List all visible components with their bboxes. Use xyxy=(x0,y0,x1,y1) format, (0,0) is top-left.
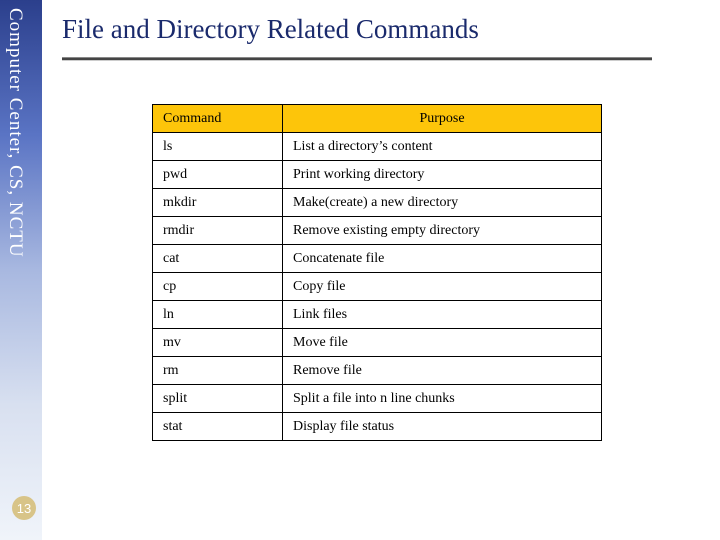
table-row: mkdirMake(create) a new directory xyxy=(153,189,602,217)
cmd-cell: rm xyxy=(153,357,283,385)
table-header-row: Command Purpose xyxy=(153,105,602,133)
purpose-cell: List a directory’s content xyxy=(283,133,602,161)
table-row: rmdirRemove existing empty directory xyxy=(153,217,602,245)
purpose-cell: Make(create) a new directory xyxy=(283,189,602,217)
slide-content: File and Directory Related Commands Comm… xyxy=(62,14,700,441)
cmd-cell: mkdir xyxy=(153,189,283,217)
table-row: rmRemove file xyxy=(153,357,602,385)
table-row: pwdPrint working directory xyxy=(153,161,602,189)
cmd-cell: ls xyxy=(153,133,283,161)
table-row: cpCopy file xyxy=(153,273,602,301)
cmd-cell: ln xyxy=(153,301,283,329)
commands-table-wrap: Command Purpose lsList a directory’s con… xyxy=(152,104,700,441)
sidebar-label: Computer Center, CS, NCTU xyxy=(4,8,26,258)
cmd-cell: rmdir xyxy=(153,217,283,245)
table-body: lsList a directory’s content pwdPrint wo… xyxy=(153,133,602,441)
purpose-cell: Copy file xyxy=(283,273,602,301)
purpose-cell: Print working directory xyxy=(283,161,602,189)
purpose-cell: Remove existing empty directory xyxy=(283,217,602,245)
purpose-cell: Split a file into n line chunks xyxy=(283,385,602,413)
purpose-cell: Display file status xyxy=(283,413,602,441)
purpose-cell: Move file xyxy=(283,329,602,357)
table-row: lnLink files xyxy=(153,301,602,329)
table-row: lsList a directory’s content xyxy=(153,133,602,161)
table-row: splitSplit a file into n line chunks xyxy=(153,385,602,413)
cmd-cell: split xyxy=(153,385,283,413)
col-header-command: Command xyxy=(153,105,283,133)
purpose-cell: Concatenate file xyxy=(283,245,602,273)
page-number-badge: 13 xyxy=(12,496,36,520)
table-row: statDisplay file status xyxy=(153,413,602,441)
cmd-cell: cp xyxy=(153,273,283,301)
commands-table: Command Purpose lsList a directory’s con… xyxy=(152,104,602,441)
cmd-cell: stat xyxy=(153,413,283,441)
cmd-cell: mv xyxy=(153,329,283,357)
sidebar-gradient: Computer Center, CS, NCTU xyxy=(0,0,42,540)
page-number: 13 xyxy=(17,501,31,516)
cmd-cell: cat xyxy=(153,245,283,273)
slide-title: File and Directory Related Commands xyxy=(62,14,700,45)
table-row: mvMove file xyxy=(153,329,602,357)
table-row: catConcatenate file xyxy=(153,245,602,273)
col-header-purpose: Purpose xyxy=(283,105,602,133)
purpose-cell: Remove file xyxy=(283,357,602,385)
purpose-cell: Link files xyxy=(283,301,602,329)
title-underline xyxy=(62,57,652,60)
cmd-cell: pwd xyxy=(153,161,283,189)
